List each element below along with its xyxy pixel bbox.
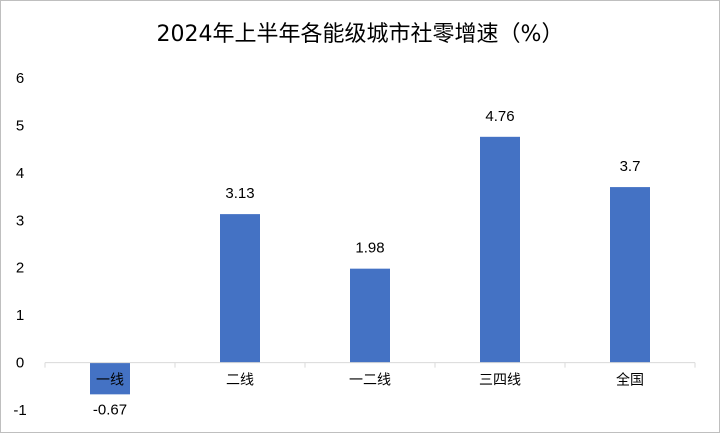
data-label: 3.13 bbox=[225, 185, 254, 202]
y-tick-label: 0 bbox=[16, 355, 24, 372]
x-category-label: 一二线 bbox=[349, 373, 391, 389]
x-category-label: 一线 bbox=[96, 373, 124, 389]
x-category-label: 二线 bbox=[226, 373, 254, 389]
bar bbox=[350, 268, 390, 363]
data-label: 3.7 bbox=[620, 158, 641, 175]
bar bbox=[220, 214, 260, 363]
y-tick-label: 4 bbox=[16, 165, 24, 182]
y-tick-label: -1 bbox=[13, 402, 26, 419]
data-label: 1.98 bbox=[355, 240, 384, 257]
y-tick-label: 6 bbox=[16, 70, 24, 87]
bar bbox=[480, 136, 520, 363]
y-tick-label: 3 bbox=[16, 212, 24, 229]
x-category-label: 三四线 bbox=[479, 373, 521, 389]
x-category-label: 全国 bbox=[616, 372, 644, 389]
y-tick-label: 2 bbox=[16, 260, 24, 277]
y-tick-label: 1 bbox=[16, 307, 24, 324]
chart-title: 2024年上半年各能级城市社零增速（%） bbox=[156, 22, 564, 47]
bar bbox=[610, 187, 650, 363]
y-tick-label: 5 bbox=[16, 117, 24, 134]
data-label: -0.67 bbox=[93, 401, 127, 418]
bar bbox=[90, 362, 130, 395]
data-label: 4.76 bbox=[485, 108, 514, 125]
